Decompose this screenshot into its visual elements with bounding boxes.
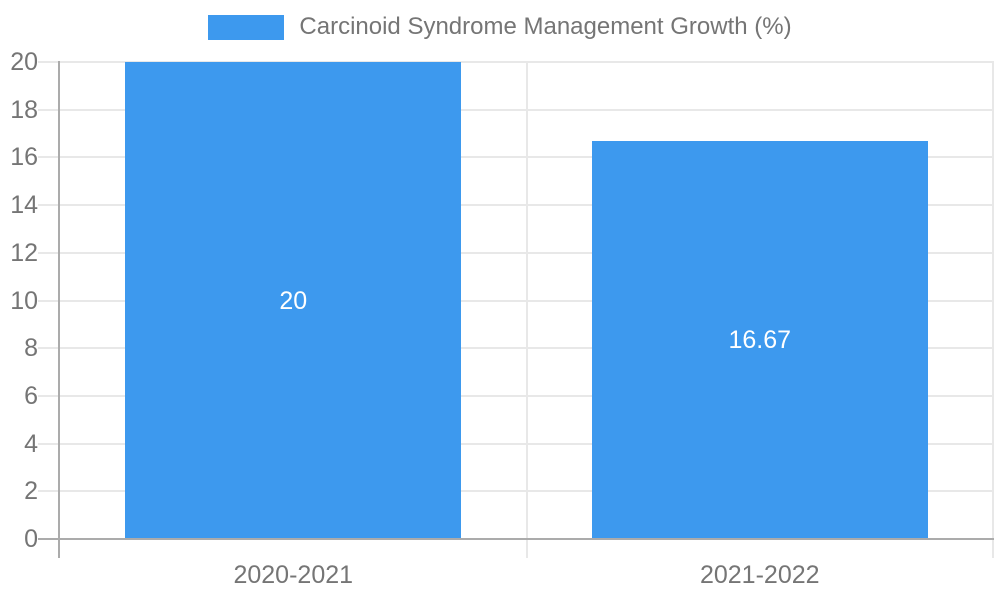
legend-swatch-icon — [208, 14, 285, 40]
x-gridline — [992, 61, 994, 558]
y-gridline — [38, 108, 994, 111]
y-axis-tick-label: 20 — [10, 48, 38, 76]
x-gridline — [525, 61, 528, 558]
y-gridline — [38, 61, 994, 63]
bar-value-label: 16.67 — [728, 326, 792, 355]
y-axis-tick-label: 10 — [10, 286, 38, 315]
y-axis-tick-label: 14 — [10, 191, 38, 220]
legend: Carcinoid Syndrome Management Growth (%) — [0, 13, 1000, 41]
y-axis-tick-label: 2 — [24, 477, 38, 506]
bar-value-label: 20 — [279, 286, 308, 315]
y-axis-tick-label: 18 — [10, 95, 38, 124]
y-gridline — [38, 156, 994, 159]
y-gridline — [38, 299, 994, 302]
y-gridline — [38, 204, 994, 207]
bar[interactable] — [591, 141, 928, 539]
legend-item[interactable]: Carcinoid Syndrome Management Growth (%) — [208, 13, 792, 41]
y-axis-tick-label: 0 — [24, 525, 38, 553]
y-gridline — [38, 490, 994, 493]
y-gridline — [38, 251, 994, 254]
y-axis-line — [58, 61, 60, 558]
y-gridline — [38, 394, 994, 397]
y-axis-tick-label: 4 — [24, 429, 38, 458]
bar[interactable] — [125, 62, 462, 539]
y-gridline — [38, 347, 994, 350]
legend-label: Carcinoid Syndrome Management Growth (%) — [299, 13, 792, 40]
x-axis-tick-label: 2020-2021 — [233, 561, 354, 589]
y-axis-tick-label: 16 — [10, 143, 38, 172]
x-axis-line — [38, 538, 994, 540]
y-axis-tick-label: 6 — [24, 381, 38, 410]
y-gridline — [38, 442, 994, 445]
x-axis-tick-label: 2021-2022 — [699, 561, 820, 589]
y-axis-tick-label: 8 — [24, 334, 38, 363]
y-axis-tick-label: 12 — [10, 238, 38, 267]
